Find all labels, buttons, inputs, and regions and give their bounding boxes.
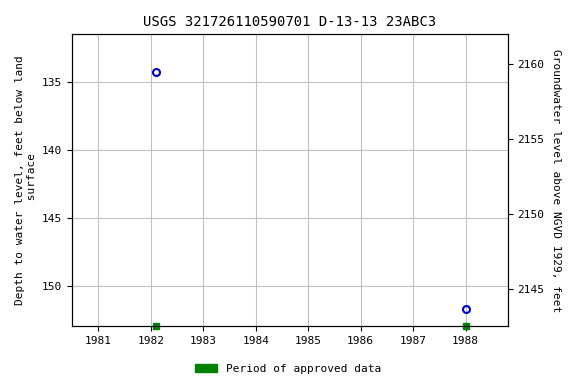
Legend: Period of approved data: Period of approved data xyxy=(191,359,385,379)
Title: USGS 321726110590701 D-13-13 23ABC3: USGS 321726110590701 D-13-13 23ABC3 xyxy=(143,15,437,29)
Y-axis label: Depth to water level, feet below land
 surface: Depth to water level, feet below land su… xyxy=(15,55,37,305)
Y-axis label: Groundwater level above NGVD 1929, feet: Groundwater level above NGVD 1929, feet xyxy=(551,49,561,312)
